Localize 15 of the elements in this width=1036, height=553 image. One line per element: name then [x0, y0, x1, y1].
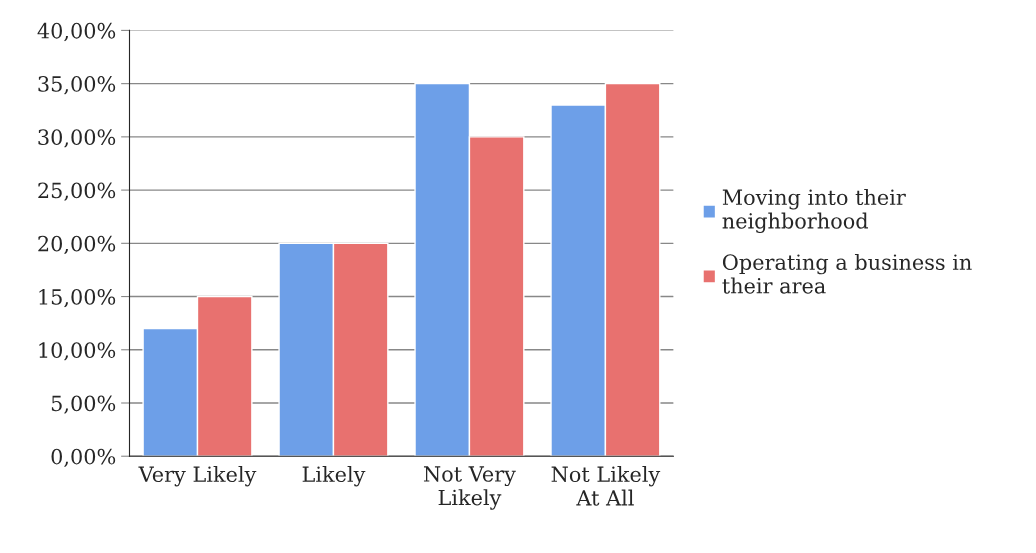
y-tick-label: 25,00%: [38, 182, 116, 201]
y-tick-label: 0,00%: [51, 448, 116, 467]
y-tick-label: 40,00%: [37, 22, 116, 42]
y-tick-label: 20,00%: [38, 235, 116, 255]
x-tick-label: Not Very Likely: [423, 466, 516, 510]
x-tick-label: Very Likely: [138, 465, 257, 487]
y-tick-label: 35,00%: [38, 76, 116, 95]
x-tick-label: Not Likely At All: [551, 465, 661, 506]
y-tick-label: 30,00%: [38, 129, 116, 148]
legend-label: Moving into their neighborhood: [722, 188, 906, 234]
y-tick-label: 10,00%: [39, 342, 116, 361]
x-tick-label: Likely: [302, 465, 366, 487]
y-tick-label: 15,00%: [39, 289, 116, 308]
y-tick-label: 5,00%: [51, 395, 116, 414]
legend-label: Operating a business in their area: [722, 253, 972, 294]
